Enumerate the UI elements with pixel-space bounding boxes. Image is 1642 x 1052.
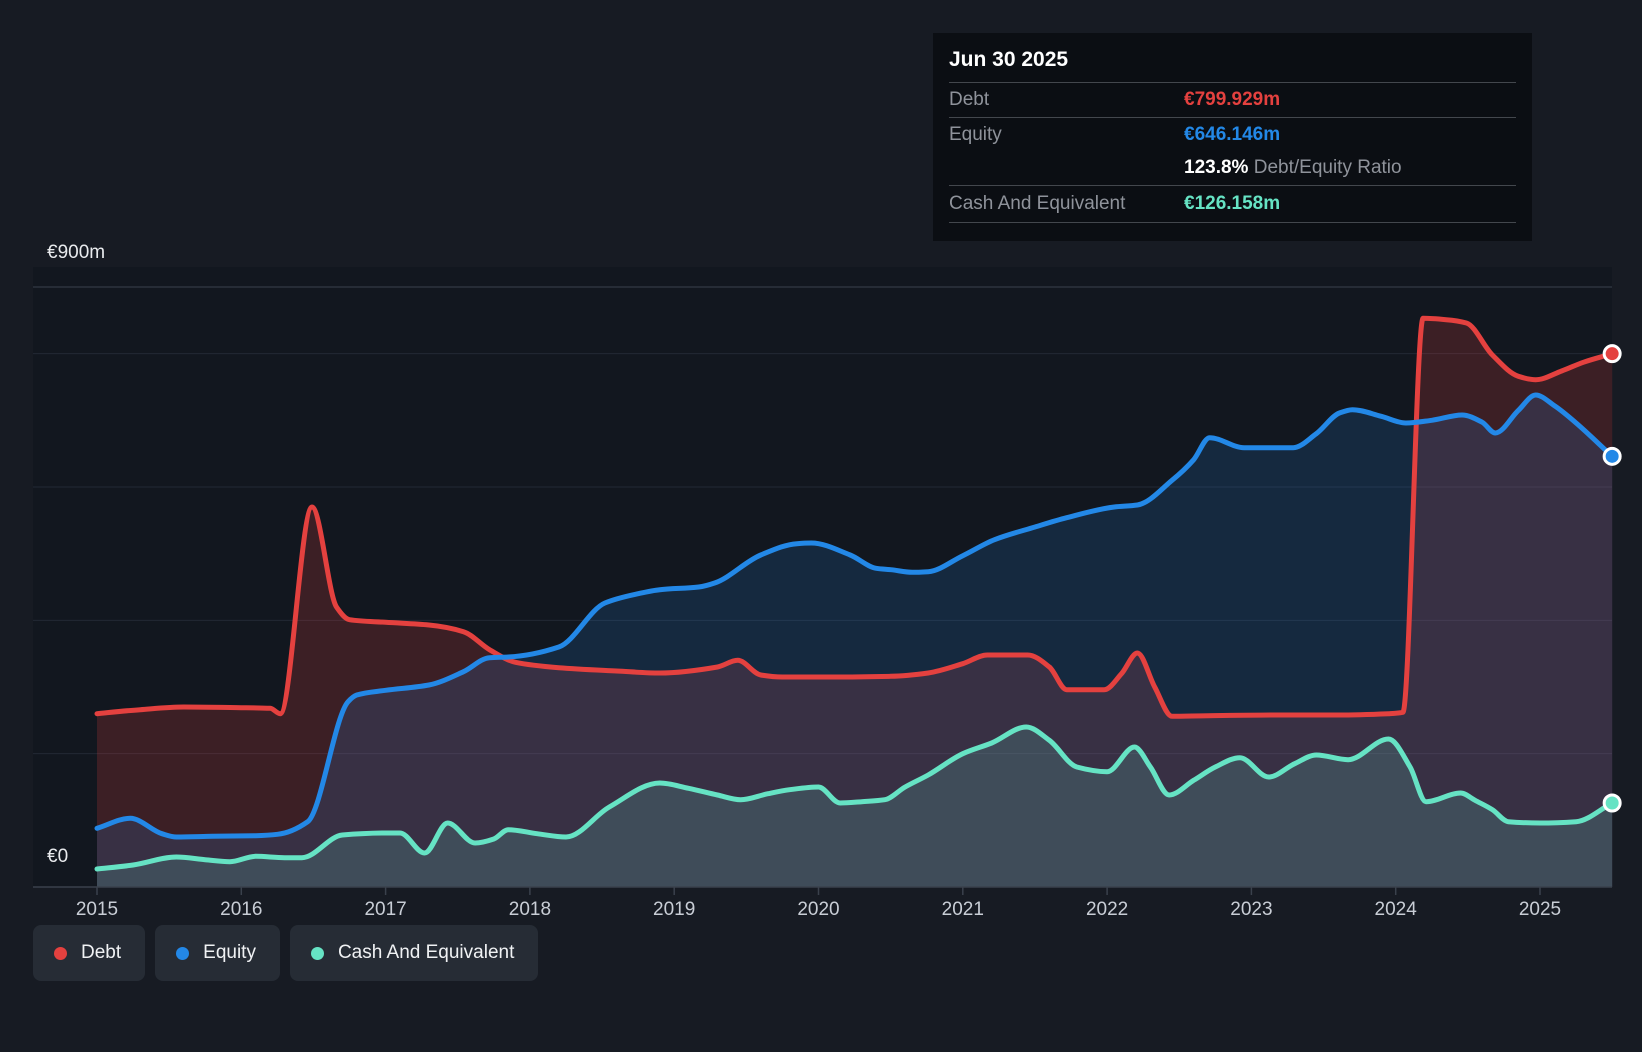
legend-debt-label: Debt	[81, 942, 121, 964]
x-tick-label-2015: 2015	[76, 899, 118, 920]
tooltip-ratio-value: 123.8%	[1184, 157, 1248, 178]
legend-item-cash[interactable]: Cash And Equivalent	[290, 925, 538, 981]
chart-legend: Debt Equity Cash And Equivalent	[33, 925, 538, 981]
x-tick-label-2022: 2022	[1086, 899, 1128, 920]
tooltip-row-equity: Equity €646.146m	[949, 118, 1516, 151]
x-tick-label-2017: 2017	[364, 899, 406, 920]
x-tick-label-2020: 2020	[797, 899, 839, 920]
legend-item-debt[interactable]: Debt	[33, 925, 145, 981]
cash-end-dot	[1604, 795, 1620, 811]
equity-series-dot-icon	[176, 947, 189, 960]
tooltip-equity-label: Equity	[949, 124, 1002, 146]
x-tick-label-2025: 2025	[1519, 899, 1561, 920]
tooltip-cash-label: Cash And Equivalent	[949, 193, 1125, 215]
tooltip-date: Jun 30 2025	[949, 45, 1516, 83]
legend-cash-label: Cash And Equivalent	[338, 942, 514, 964]
tooltip-debt-label: Debt	[949, 89, 989, 111]
tooltip-ratio-label: Debt/Equity Ratio	[1254, 157, 1402, 178]
x-tick-label-2023: 2023	[1230, 899, 1272, 920]
debt-series-dot-icon	[54, 947, 67, 960]
chart-tooltip: Jun 30 2025 Debt €799.929m Equity €646.1…	[933, 33, 1532, 241]
y-axis-label-zero: €0	[47, 846, 68, 868]
equity-end-dot	[1604, 448, 1620, 464]
tooltip-row-ratio: 123.8% Debt/Equity Ratio	[949, 151, 1516, 186]
tooltip-debt-value: €799.929m	[1184, 89, 1280, 111]
legend-item-equity[interactable]: Equity	[155, 925, 280, 981]
x-tick-label-2021: 2021	[942, 899, 984, 920]
tooltip-equity-value: €646.146m	[1184, 124, 1280, 146]
y-axis-label-max: €900m	[47, 242, 105, 264]
cash-series-dot-icon	[311, 947, 324, 960]
x-tick-label-2019: 2019	[653, 899, 695, 920]
tooltip-cash-value: €126.158m	[1184, 193, 1280, 215]
tooltip-row-debt: Debt €799.929m	[949, 83, 1516, 118]
x-tick-label-2024: 2024	[1375, 899, 1418, 920]
debt-equity-chart-page: 2015 2016 2017 2018 2019 2020 2021 2022 2023 2024…	[0, 0, 1642, 1052]
x-tick-label-2016: 2016	[220, 899, 262, 920]
legend-equity-label: Equity	[203, 942, 256, 964]
tooltip-row-cash: Cash And Equivalent €126.158m	[949, 186, 1516, 223]
tooltip-ratio: 123.8% Debt/Equity Ratio	[1184, 157, 1402, 179]
debt-end-dot	[1604, 346, 1620, 362]
x-tick-label-2018: 2018	[509, 899, 551, 920]
